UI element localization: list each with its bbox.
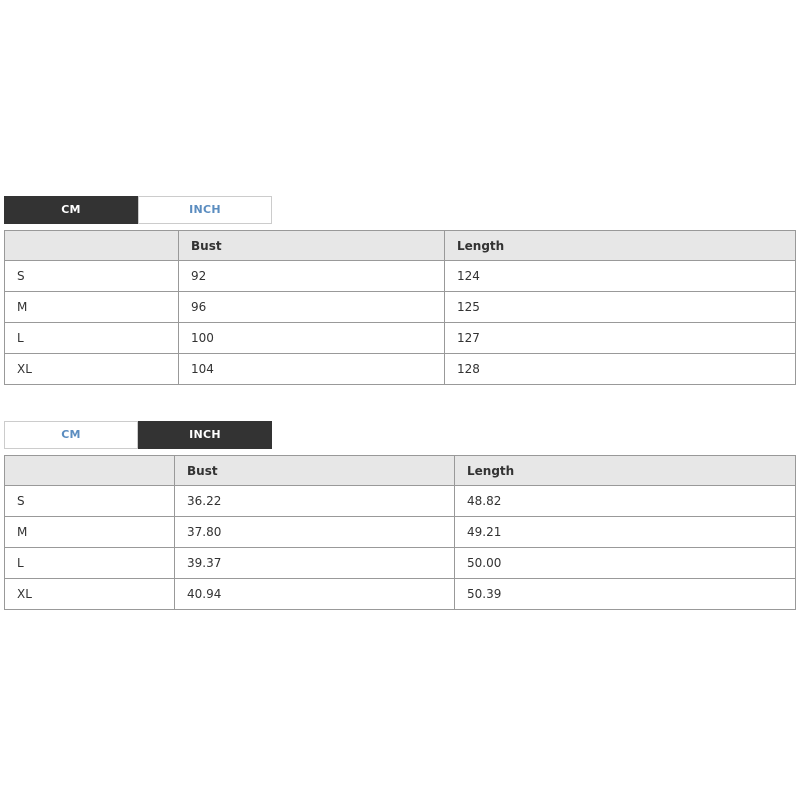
table-row: XL 40.94 50.39	[4, 578, 796, 610]
cell-size: M	[4, 516, 175, 548]
tab-cm[interactable]: CM	[4, 196, 138, 224]
cell-length: 49.21	[454, 516, 796, 548]
table-row: XL 104 128	[4, 353, 796, 385]
column-header-size	[4, 230, 179, 261]
size-table-inch: Bust Length S 36.22 48.82 M 37.80 49.21 …	[4, 455, 796, 610]
cell-length: 124	[444, 260, 796, 292]
tab-inch[interactable]: INCH	[138, 421, 272, 449]
unit-tabs-cm: CM INCH	[4, 196, 796, 224]
cell-size: S	[4, 260, 179, 292]
size-section-inch: CM INCH Bust Length S 36.22 48.82 M 3	[4, 421, 796, 610]
cell-size: M	[4, 291, 179, 323]
table-row: L 39.37 50.00	[4, 547, 796, 579]
header-row: Bust Length	[4, 455, 796, 486]
table-row: S 92 124	[4, 260, 796, 292]
cell-bust: 100	[178, 322, 445, 354]
size-table-cm: Bust Length S 92 124 M 96 125 L 100	[4, 230, 796, 385]
table-row: S 36.22 48.82	[4, 485, 796, 517]
table-row: M 96 125	[4, 291, 796, 323]
cell-length: 50.00	[454, 547, 796, 579]
cell-length: 48.82	[454, 485, 796, 517]
column-header-length: Length	[454, 455, 796, 486]
tab-cm[interactable]: CM	[4, 421, 138, 449]
header-row: Bust Length	[4, 230, 796, 261]
size-chart-page: CM INCH Bust Length S 92 124 M 96	[4, 196, 796, 610]
table-row: L 100 127	[4, 322, 796, 354]
cell-size: XL	[4, 353, 179, 385]
cell-length: 127	[444, 322, 796, 354]
column-header-length: Length	[444, 230, 796, 261]
size-section-cm: CM INCH Bust Length S 92 124 M 96	[4, 196, 796, 385]
cell-bust: 104	[178, 353, 445, 385]
cell-bust: 92	[178, 260, 445, 292]
tab-inch[interactable]: INCH	[138, 196, 272, 224]
cell-size: L	[4, 547, 175, 579]
column-header-size	[4, 455, 175, 486]
cell-bust: 40.94	[174, 578, 455, 610]
cell-bust: 36.22	[174, 485, 455, 517]
cell-size: L	[4, 322, 179, 354]
column-header-bust: Bust	[174, 455, 455, 486]
cell-length: 125	[444, 291, 796, 323]
column-header-bust: Bust	[178, 230, 445, 261]
unit-tabs-inch: CM INCH	[4, 421, 796, 449]
cell-bust: 96	[178, 291, 445, 323]
table-row: M 37.80 49.21	[4, 516, 796, 548]
cell-bust: 39.37	[174, 547, 455, 579]
cell-length: 50.39	[454, 578, 796, 610]
cell-length: 128	[444, 353, 796, 385]
cell-size: XL	[4, 578, 175, 610]
cell-size: S	[4, 485, 175, 517]
cell-bust: 37.80	[174, 516, 455, 548]
